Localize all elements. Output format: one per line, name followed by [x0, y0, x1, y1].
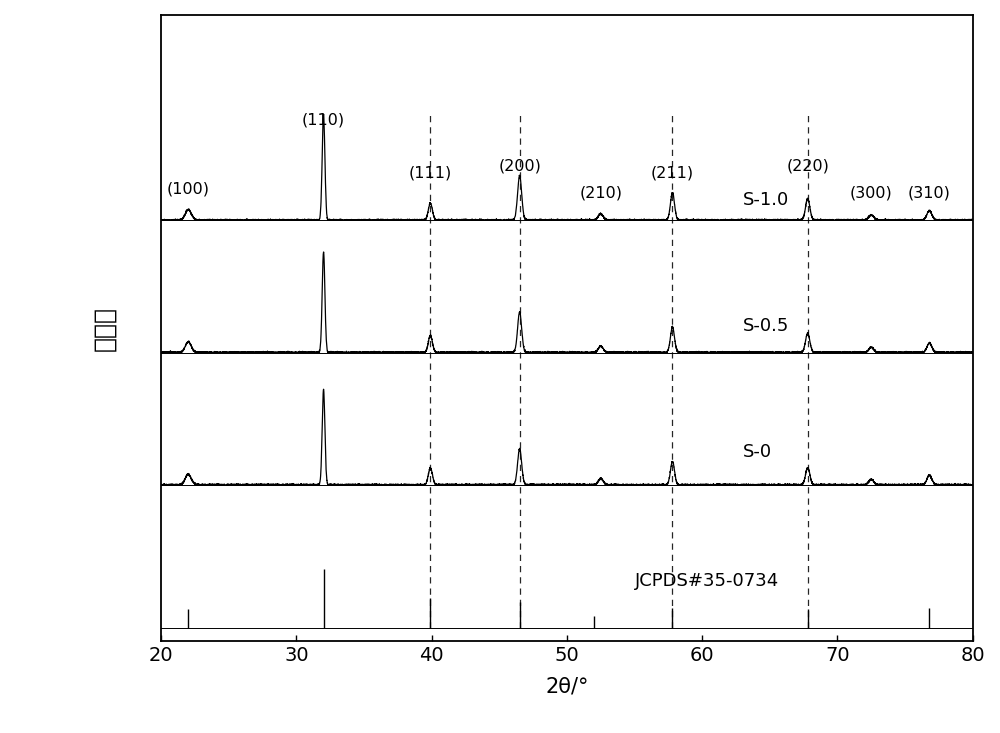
Text: (111): (111) [409, 166, 452, 180]
Text: (200): (200) [498, 159, 541, 174]
Text: (300): (300) [850, 185, 893, 200]
Text: 峰强度: 峰强度 [92, 306, 116, 350]
X-axis label: 2θ/°: 2θ/° [545, 676, 589, 696]
Text: (211): (211) [651, 166, 694, 180]
Text: (310): (310) [908, 185, 951, 200]
Text: S-0.5: S-0.5 [743, 317, 789, 335]
Text: (210): (210) [579, 185, 622, 200]
Text: JCPDS#35-0734: JCPDS#35-0734 [635, 572, 779, 591]
Text: (220): (220) [786, 159, 829, 174]
Text: S-0: S-0 [743, 443, 772, 461]
Text: S-1.0: S-1.0 [743, 191, 789, 210]
Text: (110): (110) [302, 112, 345, 128]
Text: (100): (100) [167, 181, 210, 196]
